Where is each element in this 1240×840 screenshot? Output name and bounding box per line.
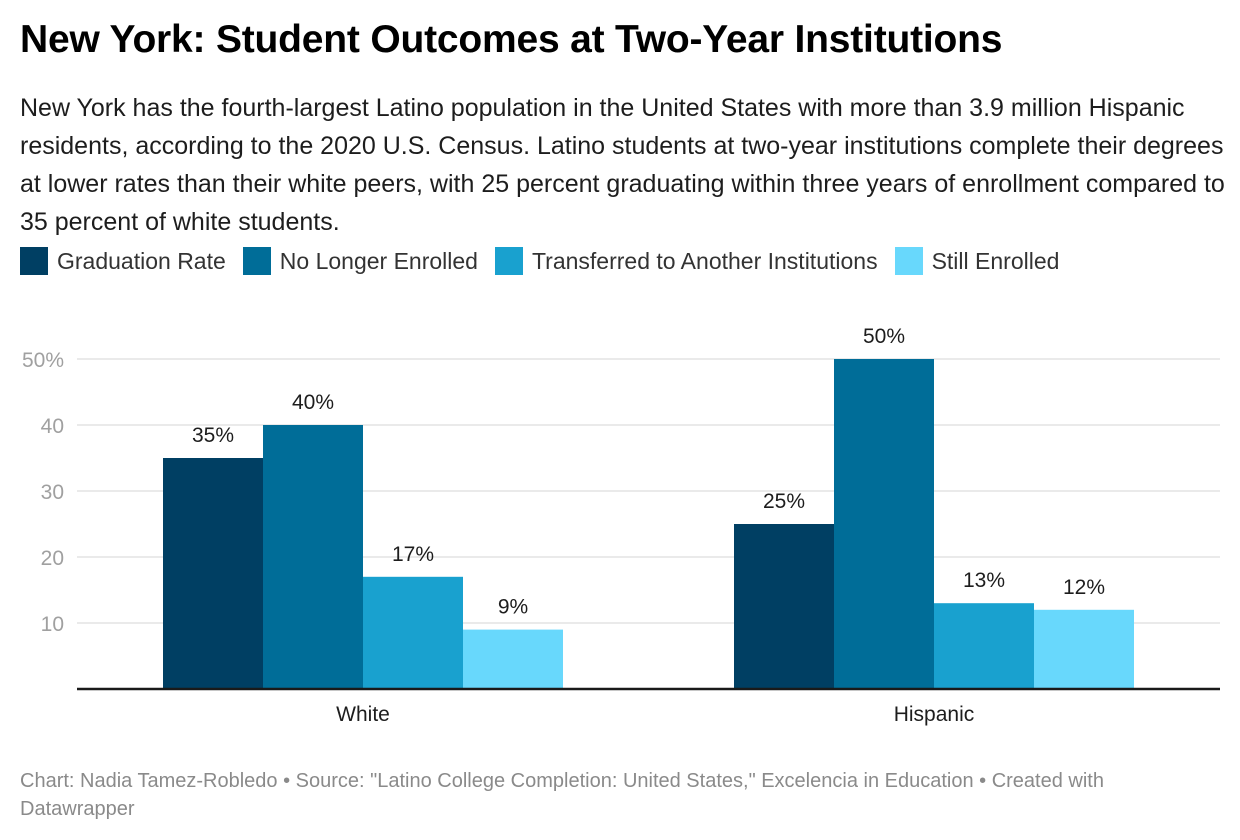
bar [163,458,263,689]
legend-label: No Longer Enrolled [279,247,478,274]
y-tick-label: 10 [41,613,64,636]
legend-label: Transferred to Another Institutions [531,247,878,274]
legend-item-transferred: Transferred to Another Institutions [494,247,878,275]
bar [734,524,834,689]
legend-swatch [20,247,48,275]
value-label: 40% [292,391,334,414]
legend-label: Graduation Rate [57,247,226,274]
chart-title: New York: Student Outcomes at Two-Year I… [20,18,1003,61]
y-tick-label: 20 [41,547,64,570]
bar [263,425,363,689]
value-label: 50% [863,325,905,348]
chart-subtitle: New York has the fourth-largest Latino p… [20,94,1225,236]
value-label: 35% [192,424,234,447]
x-tick-label: Hispanic [894,703,975,726]
value-label: 12% [1063,576,1105,599]
value-label: 13% [963,569,1005,592]
value-label: 25% [763,490,805,513]
bar [463,629,563,689]
y-tick-label: 30 [41,481,64,504]
legend-item-still-enrolled: Still Enrolled [894,247,1060,275]
bar-chart: 10 20 30 40 50% 35% 40% 17% 9% White 25% 50% 13% 12% H… [22,325,1220,726]
value-label: 17% [392,543,434,566]
y-tick-label: 40 [41,415,64,438]
legend-item-graduation-rate: Graduation Rate [20,247,226,275]
x-tick-label: White [336,703,390,726]
legend-swatch [242,247,271,275]
value-label: 9% [498,596,528,619]
legend-swatch [494,247,523,275]
y-tick-label: 50% [22,349,64,372]
legend-swatch [894,247,923,275]
bar [834,359,934,689]
bar [1034,609,1134,689]
bar [363,576,463,689]
legend: Graduation Rate No Longer Enrolled Trans… [20,247,1076,275]
chart-footer: Chart: Nadia Tamez-Robledo • Source: "La… [20,770,1104,820]
legend-label: Still Enrolled [931,247,1060,274]
bar [934,603,1034,689]
legend-item-no-longer-enrolled: No Longer Enrolled [242,247,478,275]
